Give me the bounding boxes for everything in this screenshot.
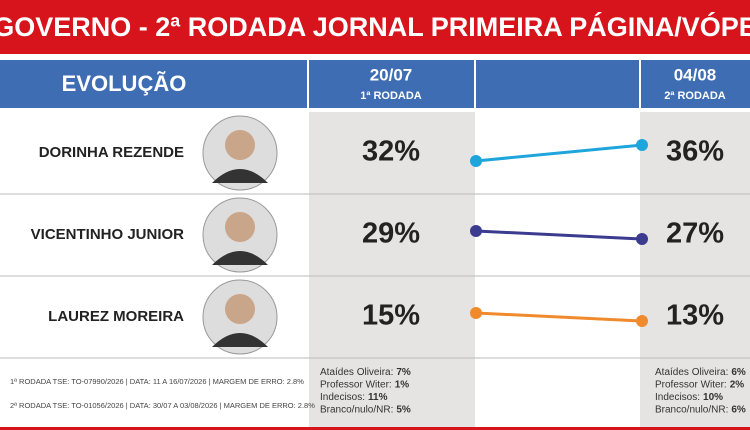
other-value: 6% xyxy=(731,367,746,378)
photo-head xyxy=(225,212,255,242)
other-label: Professor Witer: xyxy=(655,379,727,390)
chart-title: GOVERNO - 2ª RODADA JORNAL PRIMEIRA PÁGI… xyxy=(0,11,750,42)
series-point xyxy=(470,307,482,319)
photo-body xyxy=(212,333,268,347)
footnote: 2ª RODADA TSE: TO-01056/2026 | DATA: 30/… xyxy=(10,401,315,410)
column-subtitle: 2ª RODADA xyxy=(664,90,726,102)
other-item: Indecisos: 11% xyxy=(320,392,388,403)
other-item: Professor Witer: 1% xyxy=(320,379,409,390)
series-line xyxy=(475,311,643,323)
photo-head xyxy=(225,130,255,160)
other-label: Branco/nulo/NR: xyxy=(320,404,393,415)
series-point xyxy=(636,233,648,245)
series-point xyxy=(470,225,482,237)
series-name: DORINHA REZENDE xyxy=(39,144,184,161)
other-item: Ataídes Oliveira: 7% xyxy=(320,367,411,378)
other-value: 2% xyxy=(730,379,745,390)
other-label: Branco/nulo/NR: xyxy=(655,404,728,415)
column-date: 04/08 xyxy=(674,65,717,84)
photo-body xyxy=(212,169,268,183)
series-point xyxy=(636,139,648,151)
other-item: Indecisos: 10% xyxy=(655,392,723,403)
series-point xyxy=(636,315,648,327)
column-bg xyxy=(308,112,475,430)
other-value: 6% xyxy=(731,404,746,415)
other-label: Ataídes Oliveira: xyxy=(655,367,728,378)
series-line xyxy=(475,143,643,163)
value-label: 13% xyxy=(666,300,724,332)
other-label: Indecisos: xyxy=(655,392,700,403)
column-bg xyxy=(640,112,750,430)
footnote: 1ª RODADA TSE: TO-07990/2026 | DATA: 11 … xyxy=(10,377,304,386)
other-item: Professor Witer: 2% xyxy=(655,379,744,390)
header-label: EVOLUÇÃO xyxy=(62,71,187,96)
value-label: 15% xyxy=(362,300,420,332)
column-subtitle: 1ª RODADA xyxy=(360,90,422,102)
title-bar xyxy=(0,0,750,54)
other-value: 11% xyxy=(368,392,388,403)
other-value: 10% xyxy=(703,392,723,403)
other-label: Ataídes Oliveira: xyxy=(320,367,393,378)
column-date: 20/07 xyxy=(370,65,413,84)
other-value: 7% xyxy=(396,367,411,378)
photo-body xyxy=(212,251,268,265)
other-item: Branco/nulo/NR: 6% xyxy=(655,404,746,415)
value-label: 32% xyxy=(362,136,420,168)
header-row xyxy=(0,60,750,108)
value-label: 29% xyxy=(362,218,420,250)
series-point xyxy=(470,155,482,167)
value-label: 36% xyxy=(666,136,724,168)
series-name: VICENTINHO JUNIOR xyxy=(31,226,185,243)
series-name: LAUREZ MOREIRA xyxy=(48,308,184,325)
other-value: 1% xyxy=(395,379,410,390)
other-item: Ataídes Oliveira: 6% xyxy=(655,367,746,378)
other-item: Branco/nulo/NR: 5% xyxy=(320,404,411,415)
photo-head xyxy=(225,294,255,324)
other-label: Indecisos: xyxy=(320,392,365,403)
other-label: Professor Witer: xyxy=(320,379,392,390)
other-value: 5% xyxy=(396,404,411,415)
value-label: 27% xyxy=(666,218,724,250)
bottom-bar xyxy=(0,427,750,430)
series-line xyxy=(475,229,643,241)
